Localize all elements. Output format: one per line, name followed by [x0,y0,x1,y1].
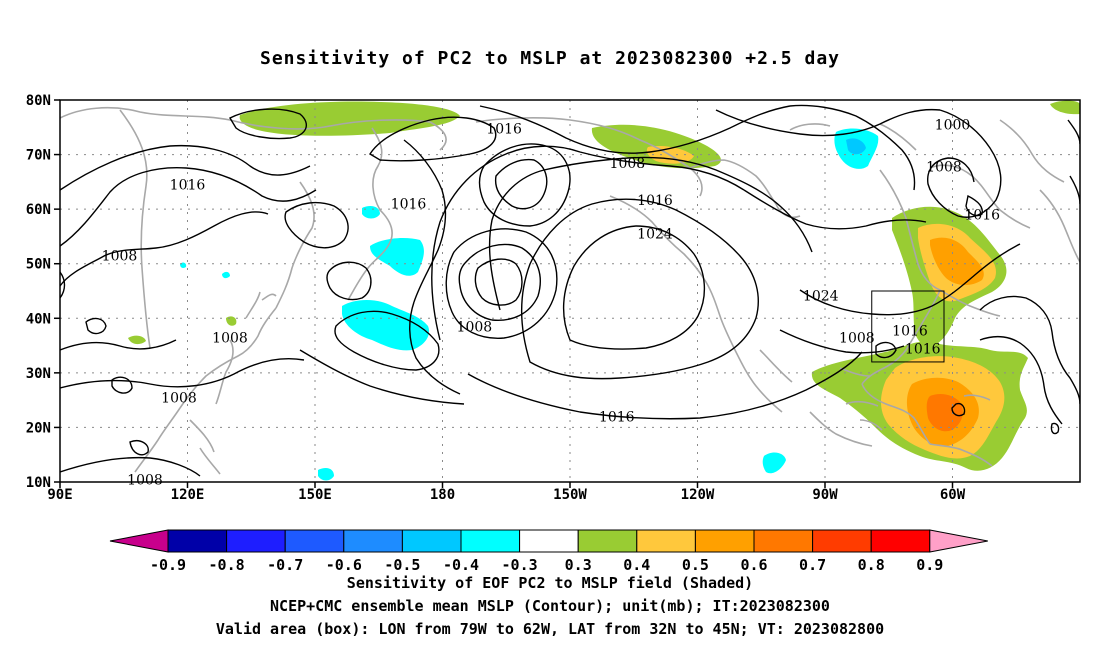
colorbar-swatch [460,529,521,553]
colorbar-label: -0.3 [502,556,538,574]
shade-negative-0.3 [342,300,430,351]
lon-label: 120W [681,487,715,503]
contour-label: 1008 [610,156,646,172]
contour-label: 1016 [637,193,673,209]
lat-label: 30N [26,366,51,382]
colorbar-label: 0.7 [799,556,826,574]
contour-label: 1016 [964,208,1000,224]
colorbar-label: 0.6 [740,556,767,574]
colorbar-swatch [694,529,755,553]
mslp-contours [60,104,1080,477]
contour-label: 1024 [803,288,839,304]
contour-label: 1016 [892,323,928,339]
colorbar-swatch [812,529,872,553]
contour-label: 1016 [170,178,206,194]
colorbar-label: -0.8 [209,556,245,574]
caption-line-2: NCEP+CMC ensemble mean MSLP (Contour); u… [270,597,830,615]
colorbar-label: -0.4 [443,556,479,574]
shade-negative-0.3 [762,452,786,474]
shade-positive-0.3 [239,101,460,136]
colorbar-swatch [167,529,228,553]
contour-label: 1008 [212,330,248,346]
colorbar-label: -0.6 [326,556,362,574]
contour-label: 1016 [486,121,522,137]
colorbar-label: 0.4 [623,556,650,574]
lat-label: 60N [26,202,51,218]
shade-negative-0.4 [846,138,866,155]
shade-positive-0.3 [226,316,237,326]
shade-positive-0.5 [930,237,984,286]
sensitivity-shading [128,100,1080,481]
lat-label: 50N [26,257,51,273]
colorbar-swatch [753,529,814,553]
colorbar-swatch [870,529,931,553]
contour-label: 1008 [839,330,875,346]
shade-negative-0.3 [222,271,230,279]
lat-label: 40N [26,311,51,327]
shade-positive-0.6 [926,394,963,432]
lon-label: 60W [940,487,966,503]
shade-negative-0.3 [362,206,380,219]
colorbar-right-arrow [929,529,988,553]
shade-negative-0.3 [318,468,334,481]
colorbar-swatch [519,529,579,553]
colorbar-label: 0.9 [916,556,943,574]
colorbar-swatch [343,529,403,553]
contour-label: 1024 [637,227,673,243]
colorbar-swatch [577,529,638,553]
valid-area-box [871,290,945,363]
colorbar-label: -0.5 [384,556,420,574]
contour-label: 1008 [926,160,962,176]
contour-label: 1008 [102,249,138,265]
colorbar-label: 0.3 [565,556,592,574]
contour-label: 1016 [905,341,941,357]
lon-label: 150W [553,487,587,503]
colorbar: -0.9 -0.8 -0.7 -0.6 -0.5 -0.4 -0.3 0.3 0.4 0.5 0.6… [109,529,988,574]
lat-label: 10N [26,475,51,491]
coastlines [60,106,1080,475]
lon-label: 90E [47,487,72,503]
colorbar-label: 0.8 [858,556,885,574]
colorbar-swatch [284,529,345,553]
lon-label: 120E [171,487,205,503]
lon-label: 150E [298,487,332,503]
shade-negative-0.3 [370,238,424,276]
lat-label: 70N [26,148,51,164]
longitude-labels: 90E 120E 150E 180 150W 120W 90W 60W [47,482,966,503]
contour-label: 1016 [391,197,427,213]
colorbar-label: 0.5 [682,556,709,574]
colorbar-swatch [226,529,286,553]
chart-title: Sensitivity of PC2 to MSLP at 2023082300… [259,48,840,69]
lat-label: 20N [26,420,51,436]
contour-label: 1008 [127,472,163,488]
colorbar-label: -0.9 [150,556,186,574]
colorbar-label: -0.7 [267,556,303,574]
colorbar-swatch [636,529,696,553]
contour-label: 1016 [599,410,635,426]
latitude-labels: 80N 70N 60N 50N 40N 30N 20N 10N [26,93,60,491]
shade-positive-0.3 [128,335,146,345]
lat-label: 80N [26,93,51,109]
contour-label: 1008 [457,319,493,335]
lon-label: 90W [812,487,838,503]
lon-label: 180 [430,487,455,503]
contour-labels: 1016 1000 1008 1008 1016 1016 1016 1016 1024 1008… [102,118,1000,489]
colorbar-left-arrow [109,529,169,553]
colorbar-swatch [401,529,462,553]
contour-label: 1008 [161,390,197,406]
caption-line-3: Valid area (box): LON from 79W to 62W, L… [215,620,885,638]
caption-line-1: Sensitivity of EOF PC2 to MSLP field (Sh… [346,574,754,592]
shade-positive-0.3 [1050,100,1080,115]
contour-label: 1000 [935,118,971,134]
